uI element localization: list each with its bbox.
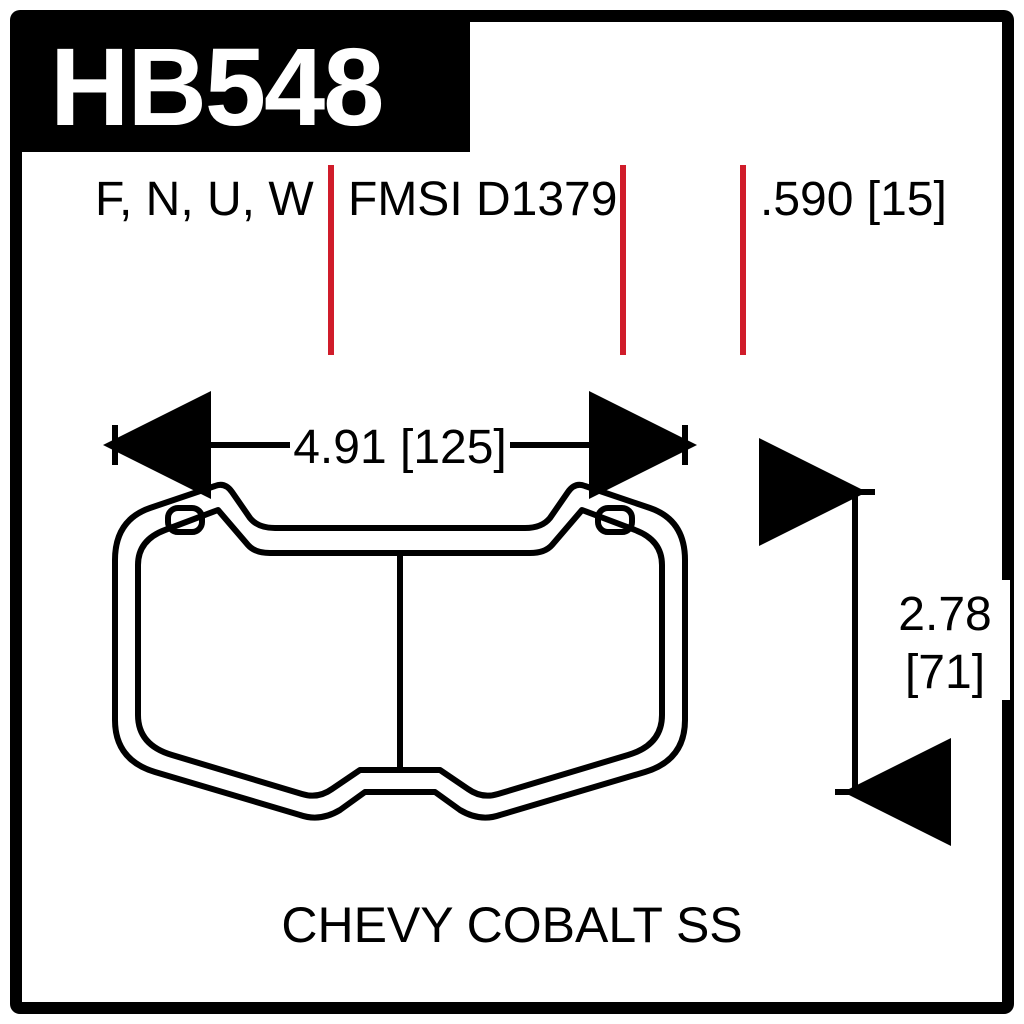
height-mm: [71]	[905, 646, 985, 699]
height-dimension: 2.78 [71]	[835, 492, 1010, 792]
svg-text:4.91 [125]: 4.91 [125]	[293, 421, 507, 474]
width-mm: [125]	[400, 421, 507, 474]
height-in: 2.78	[898, 588, 991, 641]
vehicle-label: CHEVY COBALT SS	[0, 896, 1024, 954]
brake-pad-shape	[115, 485, 685, 818]
width-in: 4.91	[293, 421, 386, 474]
spec-sheet: HB548 F, N, U, W FMSI D1379 .590 [15]	[0, 0, 1024, 1024]
width-dimension: 4.91 [125]	[115, 408, 685, 482]
brake-pad-diagram: 4.91 [125] 2.78 [71]	[0, 0, 1024, 1024]
